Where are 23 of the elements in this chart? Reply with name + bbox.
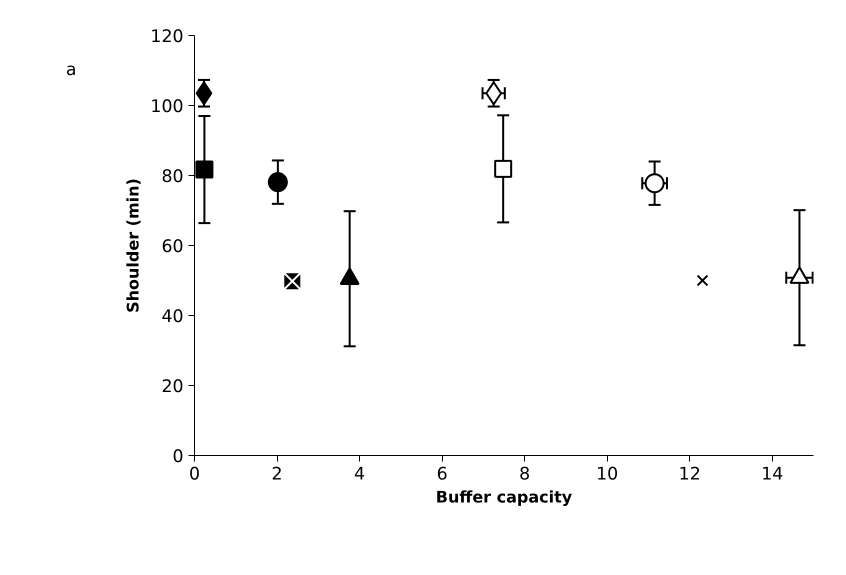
x-tick-label: 10 [596,464,618,484]
text: a [66,59,76,82]
point [268,172,288,192]
x-tick-label: 0 [188,464,200,484]
x-tick-label: 2 [272,464,283,484]
y-tick-label: 60 [161,237,184,257]
y-tick-label: 40 [161,307,184,327]
x-axis-title: Buffer capacity [436,488,573,506]
y-tick-label: 100 [150,97,184,117]
x-tick-label: 8 [519,464,530,484]
x-tick-label: 14 [761,464,784,484]
point [494,160,512,178]
y-tick-label: 120 [150,27,184,47]
y-tick-label: 80 [161,167,184,187]
x-tick-label: 6 [436,464,448,484]
point [696,274,708,286]
y-tick-label: 0 [172,447,184,467]
y-tick-label: 20 [161,377,184,397]
point [195,160,214,179]
x-tick-label: 4 [354,464,366,484]
point [644,173,665,194]
x-tick-label: 12 [678,464,701,484]
y-axis-title: Shoulder (min) [123,178,142,313]
